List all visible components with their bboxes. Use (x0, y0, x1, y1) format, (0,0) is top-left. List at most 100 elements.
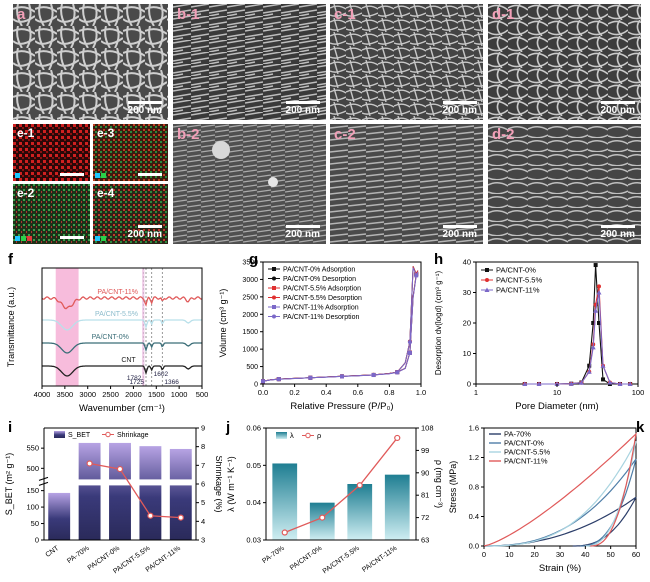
y-tick-label: 0 (467, 380, 471, 389)
legend-marker (272, 286, 276, 290)
chart-j: PA-70% PA/CNT-0%PA/CNT-5.5% PA/CNT-11% 0.03… (225, 419, 444, 575)
data-point (86, 460, 93, 467)
sem-image-b2 (173, 124, 326, 244)
legend-label: PA/CNT-5.5% (496, 276, 542, 285)
y-tick-label: 0.0 (469, 542, 479, 551)
sem-image-c2 (330, 124, 483, 244)
plot-frame (262, 261, 422, 385)
panel-label: c-2 (334, 126, 356, 143)
axis-break-gap (40, 479, 200, 486)
series-line (41, 296, 203, 310)
data-point (593, 263, 598, 268)
y-tick-label: 0.8 (469, 483, 479, 492)
x-tick-label: 0.4 (321, 388, 331, 397)
series-line (262, 266, 419, 382)
data-point (578, 380, 584, 385)
element-legend-icon (95, 173, 106, 178)
data-point (522, 381, 528, 386)
legend-label: PA/CNT-5.5% Desorption (283, 295, 362, 302)
panel-label: e-4 (97, 186, 115, 200)
x-tick-label: 0.0 (258, 388, 268, 397)
scale-bar: 200 nm (128, 225, 162, 240)
bar (272, 463, 298, 540)
sem-image-c1 (330, 4, 483, 120)
series-label: PA/CNT-5.5% (95, 311, 138, 318)
x-tick-label: PA/CNT-11% (361, 545, 398, 574)
panel-label: c-1 (334, 6, 356, 23)
panel-label: e-3 (97, 126, 115, 140)
y-tick-label: 1.2 (469, 453, 479, 462)
peak-label: 1782 (127, 375, 142, 382)
data-point (607, 379, 613, 385)
y-tick-label: 2500 (242, 294, 258, 301)
legend-label: PA/CNT-11% Desorption (283, 314, 359, 321)
y-tick-label: 0.4 (469, 512, 479, 521)
data-point (116, 465, 124, 473)
chart-i: CNT PA-70%PA/CNT-0%PA/CNT-5.5%PA/CNT-11%0… (4, 419, 222, 575)
x-axis-label: Pore Diameter (nm) (515, 401, 598, 412)
x-tick-label: PA/CNT-5.5% (322, 545, 361, 575)
data-point (308, 375, 313, 380)
peak-label: 1602 (154, 371, 169, 378)
data-point (281, 529, 288, 536)
data-point (395, 370, 400, 375)
legend-label: PA/CNT-11% Adsorption (283, 305, 359, 312)
series-label: PA/CNT-11% (97, 289, 138, 296)
sem-image-d1 (488, 4, 641, 120)
y-tick-label: 0 (254, 382, 258, 389)
scale-bar: 200 nm (286, 101, 320, 116)
data-point (568, 381, 574, 386)
scale-bar: 200 nm (443, 225, 477, 240)
chart-k: 0 10 20 30 40 50 600.00.40.81.21.6PA-70%PA/CNT… (448, 419, 645, 574)
series-line (42, 319, 202, 331)
series-line (484, 441, 637, 547)
x-tick-label: 0.6 (353, 388, 363, 397)
chart-f: PA/CNT-11% PA/CNT-5.5% PA/CNT-0% CNT 1782172… (6, 251, 208, 414)
y-tick-label: 150 (26, 486, 39, 495)
legend-label: Shrinkage (117, 432, 149, 439)
x-tick-label: 60 (632, 550, 640, 559)
y-axis-label: Volume (cm³ g⁻¹) (218, 289, 228, 358)
x-tick-label: 3000 (79, 390, 96, 399)
element-legend-icon (95, 236, 106, 241)
sem-image-a (13, 4, 168, 120)
legend-label: PA/CNT-0% (504, 439, 544, 448)
bar (48, 492, 71, 540)
shrinkage-line (89, 462, 181, 519)
data-point (276, 377, 281, 382)
y-axis-label: Transmittance (a.u.) (6, 287, 16, 367)
series-line (524, 292, 631, 385)
y-tick-label: 0.06 (246, 424, 261, 433)
legend-label: PA/CNT-11% (504, 457, 548, 466)
legend-marker (272, 276, 276, 281)
chart-g: 0.0 0.2 0.4 0.6 0.8 1.0 0 500 1000 1500 2000 2500 30… (218, 251, 426, 412)
scale-bar (60, 173, 84, 177)
y-tick-label: 3500 (242, 260, 258, 267)
legend-label: ρ (317, 431, 321, 440)
y2-tick-label: 7 (201, 461, 205, 470)
y-tick-label: 30 (463, 288, 471, 297)
data-point (591, 321, 596, 325)
x-tick-label: PA/CNT-0% (289, 545, 324, 572)
series-label: PA/CNT-0% (92, 334, 129, 341)
panel-label: e-2 (17, 186, 35, 200)
data-point (407, 340, 412, 345)
y2-tick-label: 3 (201, 536, 205, 545)
y-tick-label: 1000 (242, 347, 258, 354)
y-tick-label: 0 (35, 536, 39, 545)
x-tick-label: 1000 (171, 390, 188, 399)
y-tick-label: 2000 (242, 312, 258, 319)
chart-letter: f (8, 251, 14, 268)
x-axis-label: Strain (%) (539, 563, 581, 574)
legend-label: PA/CNT-0% (496, 266, 536, 275)
legend-label: PA/CNT-5.5% Adsorption (283, 286, 361, 293)
data-point (627, 381, 633, 386)
y2-tick-label: 9 (201, 424, 205, 433)
x-tick-label: PA-70% (261, 545, 286, 565)
y-tick-label: 20 (463, 319, 471, 328)
scale-bar: 200 nm (128, 101, 162, 116)
data-point (356, 482, 363, 489)
y-axis-label: λ (W m⁻¹ K⁻¹) (226, 456, 236, 512)
x-tick-label: 0.2 (289, 388, 299, 397)
plot-frame (41, 267, 203, 387)
